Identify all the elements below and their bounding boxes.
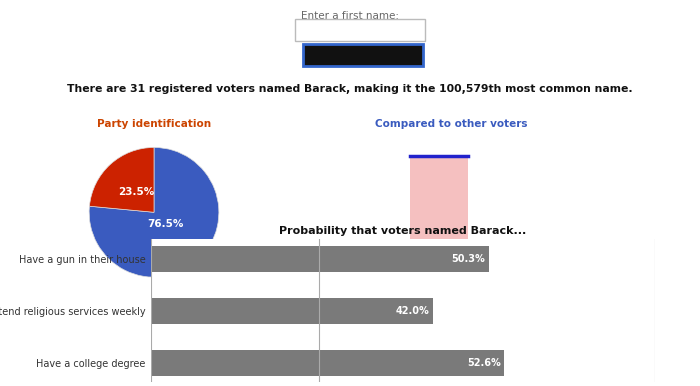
Text: Look it up!: Look it up!: [328, 49, 398, 61]
Title: Compared to other voters: Compared to other voters: [375, 119, 528, 129]
Wedge shape: [89, 147, 219, 277]
Text: 42.0%: 42.0%: [395, 306, 429, 316]
Title: Probability that voters named Barack...: Probability that voters named Barack...: [279, 226, 526, 236]
Bar: [410, 156, 468, 278]
Text: Barack: Barack: [360, 25, 398, 35]
Text: 23.5%: 23.5%: [118, 186, 154, 196]
Text: 76.5%: 76.5%: [148, 219, 184, 229]
Bar: [150, 246, 489, 272]
FancyBboxPatch shape: [303, 44, 423, 66]
Text: There are 31 registered voters named Barack, making it the 100,579th most common: There are 31 registered voters named Bar…: [67, 84, 633, 94]
Bar: [150, 350, 504, 376]
Text: 50.3%: 50.3%: [452, 254, 485, 264]
Text: Enter a first name:: Enter a first name:: [301, 11, 399, 21]
Title: Party identification: Party identification: [97, 119, 211, 129]
Wedge shape: [90, 147, 154, 212]
Text: 52.6%: 52.6%: [467, 358, 500, 367]
FancyBboxPatch shape: [295, 19, 425, 41]
Bar: [150, 298, 433, 324]
